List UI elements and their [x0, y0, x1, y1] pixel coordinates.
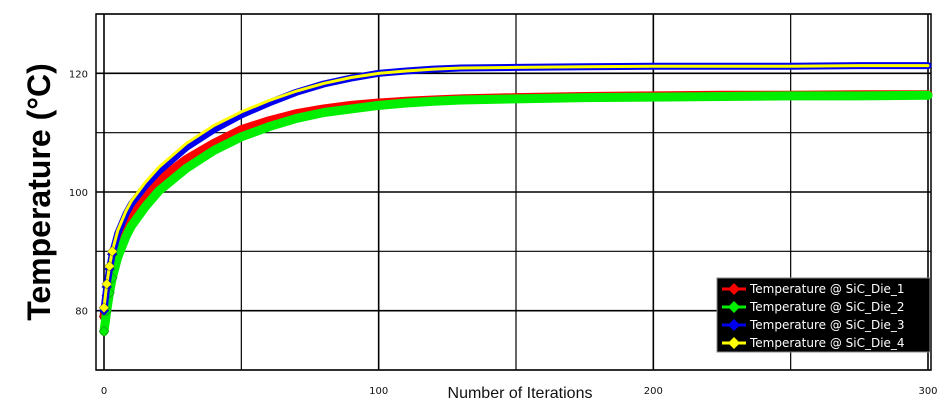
- y-tick-label: 100: [69, 188, 88, 199]
- series-group: [98, 62, 933, 337]
- legend-swatch-marker: [728, 337, 740, 349]
- x-tick-label: 0: [101, 386, 107, 397]
- series-line-4: [102, 64, 930, 310]
- x-tick-label: 200: [644, 386, 663, 397]
- x-tick-label: 300: [918, 386, 937, 397]
- series-marker-4: [98, 302, 110, 314]
- x-axis-label: Number of Iterations: [448, 385, 593, 402]
- series-marker-4: [104, 260, 115, 272]
- legend-swatch-marker: [728, 283, 740, 295]
- series-marker-2: [98, 326, 110, 337]
- tick-labels: 0 100 200 300 80 100 120: [69, 69, 938, 397]
- legend-label: Temperature @ SiC_Die_1: [749, 282, 905, 296]
- x-tick-label: 100: [369, 386, 388, 397]
- legend-label: Temperature @ SiC_Die_4: [749, 336, 905, 350]
- series-marker-4: [101, 278, 113, 290]
- legend-label: Temperature @ SiC_Die_3: [749, 318, 905, 332]
- y-axis-label: Temperature (°C): [21, 63, 57, 321]
- y-tick-label: 80: [75, 307, 88, 318]
- legend-box: [716, 277, 931, 353]
- series-marker-4: [106, 245, 118, 257]
- legend: Temperature @ SiC_Die_1 Temperature @ SiC…: [716, 277, 931, 353]
- legend-label: Temperature @ SiC_Die_2: [749, 300, 905, 314]
- series-line-2: [99, 90, 933, 336]
- y-tick-label: 120: [69, 69, 88, 80]
- legend-swatch-marker: [728, 319, 740, 331]
- legend-swatch-marker: [728, 301, 740, 313]
